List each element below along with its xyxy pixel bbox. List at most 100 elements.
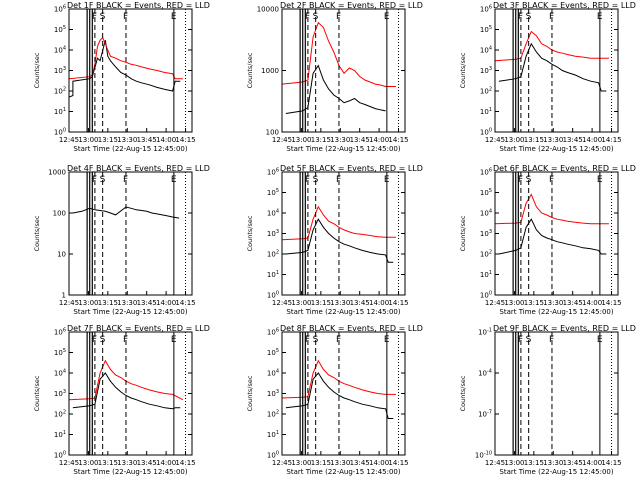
- x-tick-label: 14:00: [582, 136, 602, 144]
- series-line-lld: [495, 193, 609, 225]
- y-tick-label: 103: [267, 229, 279, 238]
- x-tick-label: 12:45: [272, 136, 292, 144]
- y-tick-label: 104: [54, 46, 66, 55]
- y-tick-label: 10-4: [478, 369, 492, 378]
- series-line-events: [72, 206, 180, 219]
- y-tick-label: 102: [480, 250, 492, 259]
- x-tick-label: 13:30: [330, 459, 350, 467]
- series-line-events: [69, 40, 181, 98]
- x-tick-label: 13:15: [98, 136, 118, 144]
- x-tick-label: 12:45: [59, 136, 79, 144]
- y-tick-label: 105: [480, 25, 492, 34]
- y-tick-label: 105: [267, 348, 279, 357]
- marker-label: F: [549, 335, 554, 345]
- x-tick-label: 14:15: [388, 459, 408, 467]
- y-tick-label: 103: [480, 229, 492, 238]
- y-tick-label: 102: [267, 250, 279, 259]
- y-tick-label: 105: [480, 188, 492, 197]
- y-tick-label: 10-10: [475, 451, 492, 460]
- y-tick-label: 103: [54, 389, 66, 398]
- y-tick-label: 102: [267, 410, 279, 419]
- series-line-lld: [282, 21, 396, 87]
- marker-label: S: [526, 12, 532, 22]
- series-line-events: [285, 218, 394, 263]
- y-tick-label: 106: [480, 168, 492, 177]
- x-tick-label: 13:45: [563, 136, 583, 144]
- y-tick-label: 100: [266, 129, 279, 137]
- x-tick-label: 13:00: [291, 136, 311, 144]
- x-axis-label: Start Time (22-Aug-15 12:45:00): [499, 468, 613, 476]
- y-tick-label: 10: [57, 251, 66, 259]
- y-tick-label: 1000: [261, 67, 279, 75]
- marker-label: F: [123, 175, 128, 185]
- x-tick-label: 13:15: [98, 299, 118, 307]
- x-axis-label: Start Time (22-Aug-15 12:45:00): [73, 468, 187, 476]
- x-tick-label: 12:45: [59, 299, 79, 307]
- plot-frame: [494, 331, 619, 456]
- y-tick-label: 106: [480, 5, 492, 14]
- y-tick-label: 100: [54, 128, 66, 137]
- marker-label: E: [597, 175, 603, 185]
- x-tick-label: 13:45: [137, 136, 157, 144]
- y-tick-label: 100: [480, 128, 492, 137]
- x-tick-label: 13:30: [117, 299, 137, 307]
- y-tick-label: 106: [54, 328, 66, 337]
- y-axis-label: Counts/sec: [459, 375, 467, 411]
- y-tick-label: 10-1: [478, 328, 492, 337]
- marker-label: S: [526, 175, 532, 185]
- y-tick-label: 101: [54, 107, 66, 116]
- x-tick-label: 12:45: [485, 459, 505, 467]
- marker-label: E: [384, 335, 390, 345]
- marker-label: E: [171, 335, 177, 345]
- x-tick-label: 13:30: [117, 136, 137, 144]
- y-tick-label: 102: [54, 410, 66, 419]
- x-tick-label: 14:15: [175, 299, 195, 307]
- x-tick-label: 13:30: [117, 459, 137, 467]
- y-tick-label: 104: [480, 209, 492, 218]
- y-tick-label: 10-7: [478, 410, 492, 419]
- x-tick-label: 12:45: [272, 459, 292, 467]
- panel-title: Det 4F BLACK = Events, RED = LLD: [67, 164, 210, 173]
- y-tick-label: 105: [267, 188, 279, 197]
- marker-label: F: [123, 335, 128, 345]
- y-tick-label: 100: [54, 451, 66, 460]
- marker-label: S: [100, 335, 106, 345]
- y-tick-label: 1: [62, 292, 66, 300]
- y-tick-label: 100: [267, 291, 279, 300]
- x-tick-label: 13:30: [543, 299, 563, 307]
- x-tick-label: 14:15: [175, 136, 195, 144]
- x-tick-label: 14:15: [388, 136, 408, 144]
- y-axis-label: Counts/sec: [246, 215, 254, 251]
- x-tick-label: 13:15: [311, 459, 331, 467]
- x-tick-label: 14:15: [388, 299, 408, 307]
- x-axis-label: Start Time (22-Aug-15 12:45:00): [499, 308, 613, 316]
- x-tick-label: 13:15: [98, 459, 118, 467]
- series-line-lld: [69, 36, 183, 80]
- x-axis-label: Start Time (22-Aug-15 12:45:00): [286, 308, 400, 316]
- x-tick-label: 14:00: [369, 299, 389, 307]
- x-tick-label: 12:45: [485, 136, 505, 144]
- x-tick-label: 13:00: [78, 299, 98, 307]
- marker-label: F: [336, 175, 341, 185]
- y-axis-label: Counts/sec: [246, 52, 254, 88]
- x-axis-label: Start Time (22-Aug-15 12:45:00): [286, 145, 400, 153]
- y-axis-label: Counts/sec: [459, 215, 467, 251]
- series-line-lld: [282, 205, 396, 241]
- marker-label: E: [384, 12, 390, 22]
- marker-label: F: [549, 12, 554, 22]
- marker-label: F: [92, 12, 97, 22]
- marker-label: F: [305, 175, 310, 185]
- marker-label: E: [171, 12, 177, 22]
- x-axis-label: Start Time (22-Aug-15 12:45:00): [286, 468, 400, 476]
- panel-title: Det 6F BLACK = Events, RED = LLD: [493, 164, 636, 173]
- x-tick-label: 12:45: [485, 299, 505, 307]
- panel-title: Det 9F BLACK = Events, RED = LLD: [493, 324, 636, 333]
- x-tick-label: 13:15: [524, 136, 544, 144]
- series-line-events: [285, 64, 386, 114]
- y-tick-label: 101: [267, 430, 279, 439]
- x-tick-label: 13:15: [524, 459, 544, 467]
